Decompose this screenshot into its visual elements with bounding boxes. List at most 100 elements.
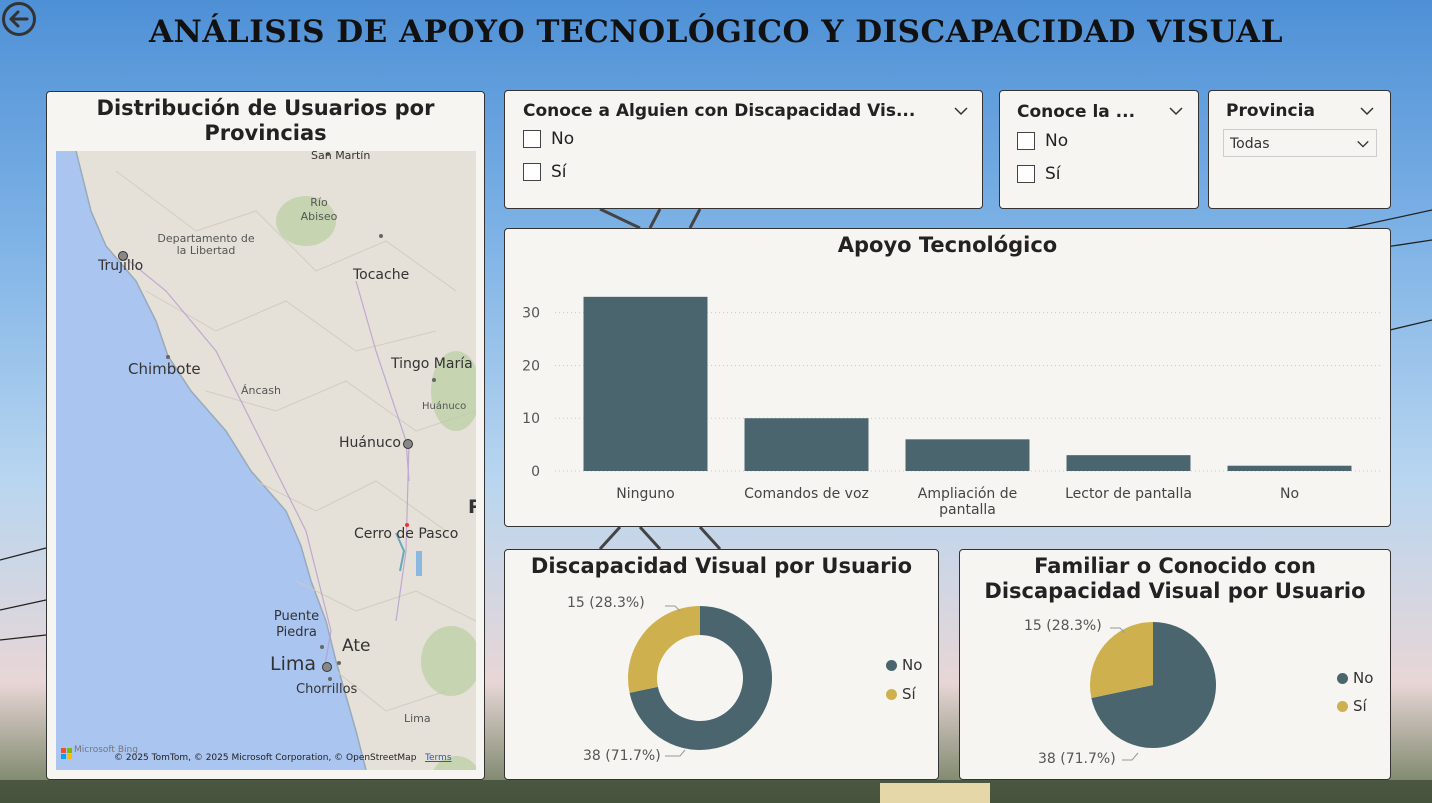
map-label-tingo-maria: Tingo María	[391, 356, 473, 372]
provincia-dropdown[interactable]: Todas	[1223, 129, 1377, 157]
slice-no[interactable]	[629, 606, 772, 750]
x-tick-label: No	[1280, 486, 1299, 502]
chevron-down-icon[interactable]	[1359, 103, 1375, 119]
arrow-left-icon	[9, 10, 29, 28]
map-label-puente-piedra: Puente Piedra	[273, 609, 320, 640]
slice-no[interactable]	[1091, 622, 1216, 748]
legend-item-si[interactable]: Sí	[886, 685, 916, 703]
legend-item-no[interactable]: No	[886, 656, 922, 674]
y-tick-label: 20	[522, 358, 540, 374]
chevron-down-icon	[1357, 140, 1369, 148]
map-panel: Distribución de Usuarios por Provincias	[46, 91, 485, 780]
pie-chart-title: Familiar o Conocido con Discapacidad Vis…	[984, 554, 1366, 603]
x-tick-label: Ninguno	[616, 486, 674, 502]
page-title: ANÁLISIS DE APOYO TECNOLÓGICO Y DISCAPAC…	[148, 14, 1284, 50]
legend-item-no[interactable]: No	[1337, 669, 1373, 687]
leader-line	[665, 749, 686, 757]
checkbox[interactable]	[523, 163, 541, 181]
map-logo-text: Microsoft Bing	[74, 745, 138, 755]
donut-chart-panel: Discapacidad Visual por Usuario 15 (28.3…	[504, 549, 939, 780]
map-credit-text: © 2025 TomTom, © 2025 Microsoft Corporat…	[114, 753, 417, 763]
slicer-conoce-alguien: Conoce a Alguien con Discapacidad Vis...…	[504, 90, 983, 209]
x-tick-label: Ampliación de	[918, 486, 1017, 502]
checkbox[interactable]	[1017, 132, 1035, 150]
pie-chart	[1090, 622, 1216, 761]
legend-marker	[886, 688, 897, 700]
bar-chart-panel: Apoyo Tecnológico 0 10 20 30 Ninguno Comandos…	[504, 228, 1391, 527]
map-terrain	[56, 151, 476, 770]
checkbox[interactable]	[523, 130, 541, 148]
slicer-title: Provincia	[1226, 101, 1315, 121]
legend-label: Sí	[1353, 697, 1367, 715]
leader-line	[665, 605, 681, 612]
slicer-option-no[interactable]: No	[523, 129, 574, 149]
donut-chart	[628, 605, 772, 757]
checkbox[interactable]	[1017, 165, 1035, 183]
legend-item-si[interactable]: Sí	[1337, 697, 1367, 715]
map-title: Distribución de Usuarios por Provincias	[96, 96, 435, 145]
slice-label-no: 38 (71.7%)	[583, 748, 661, 764]
legend-marker	[886, 659, 897, 671]
slicer-option-si[interactable]: Sí	[523, 162, 567, 182]
slice-label-si: 15 (28.3%)	[567, 595, 645, 611]
map-label-departamento: Departamento de la Libertad	[157, 232, 255, 257]
bar[interactable]	[744, 418, 869, 471]
map-label-huanuco: Huánuco	[339, 435, 401, 451]
y-tick-label: 0	[531, 464, 540, 480]
slicer-option-si[interactable]: Sí	[1017, 164, 1061, 184]
x-tick-label: pantalla	[939, 502, 996, 518]
leader-line	[1110, 627, 1126, 634]
bar[interactable]	[905, 439, 1030, 471]
map-credit: © 2025 TomTom, © 2025 Microsoft Corporat…	[114, 753, 452, 763]
map-label-lima: Lima	[270, 653, 317, 675]
slice-label-no: 38 (71.7%)	[1038, 751, 1116, 767]
legend-label: No	[902, 656, 923, 674]
chevron-down-icon[interactable]	[953, 103, 969, 119]
option-label: No	[551, 129, 575, 149]
slicer-title: Conoce la ...	[1017, 102, 1136, 122]
legend-marker	[1337, 700, 1348, 712]
legend-label: No	[1353, 669, 1374, 687]
y-tick-label: 30	[522, 306, 540, 322]
x-tick-label: Comandos de voz	[744, 486, 869, 502]
slicer-provincia: Provincia Todas	[1208, 90, 1391, 209]
leader-line	[1122, 752, 1139, 761]
chevron-down-icon[interactable]	[1168, 103, 1184, 119]
slice-sí[interactable]	[1090, 622, 1153, 698]
bar[interactable]	[1066, 455, 1191, 471]
bar-chart-title: Apoyo Tecnológico	[837, 233, 1058, 257]
legend-label: Sí	[902, 685, 916, 703]
map-label-cerro-de-pasco: Cerro de Pasco	[354, 526, 459, 542]
map-terms-link[interactable]: Terms	[425, 753, 452, 763]
bar[interactable]	[1227, 465, 1352, 471]
map-label-lima-region: Lima	[404, 712, 431, 725]
dropdown-value: Todas	[1230, 136, 1270, 152]
back-button[interactable]	[2, 2, 36, 36]
option-label: No	[1045, 131, 1069, 151]
microsoft-logo	[61, 748, 72, 759]
map-label-tocache: Tocache	[353, 267, 410, 283]
map-label-chimbote: Chimbote	[128, 360, 201, 378]
map-label-rio-abiseo: Río Abiseo	[300, 196, 338, 223]
x-tick-label: Lector de pantalla	[1065, 486, 1192, 502]
option-label: Sí	[1045, 164, 1061, 184]
map-label-huanuco-region: Huánuco	[422, 401, 467, 412]
map-view[interactable]: San Martín Río Abiseo Departamento de la…	[56, 151, 476, 770]
slice-sí[interactable]	[628, 606, 700, 693]
slicer-option-no[interactable]: No	[1017, 131, 1068, 151]
map-label-ate: Ate	[342, 636, 371, 656]
slice-label-si: 15 (28.3%)	[1024, 618, 1102, 634]
pie-chart-panel: Familiar o Conocido con Discapacidad Vis…	[959, 549, 1391, 780]
bar-chart: 0 10 20 30 Ninguno Comandos de voz Ampliación …	[522, 296, 1380, 518]
map-label-san-martin: San Martín	[311, 151, 371, 162]
legend-marker	[1337, 672, 1348, 684]
slicer-conoce-la: Conoce la ... No Sí	[999, 90, 1199, 209]
map-label-chorrillos: Chorrillos	[296, 682, 358, 697]
map-label-ancash: Áncash	[241, 384, 281, 397]
bar[interactable]	[583, 296, 708, 471]
slicer-title: Conoce a Alguien con Discapacidad Vis...	[523, 101, 916, 121]
option-label: Sí	[551, 162, 567, 182]
map-label-trujillo: Trujillo	[98, 258, 144, 274]
map-label-cut: P	[468, 496, 476, 518]
donut-chart-title: Discapacidad Visual por Usuario	[530, 554, 913, 578]
